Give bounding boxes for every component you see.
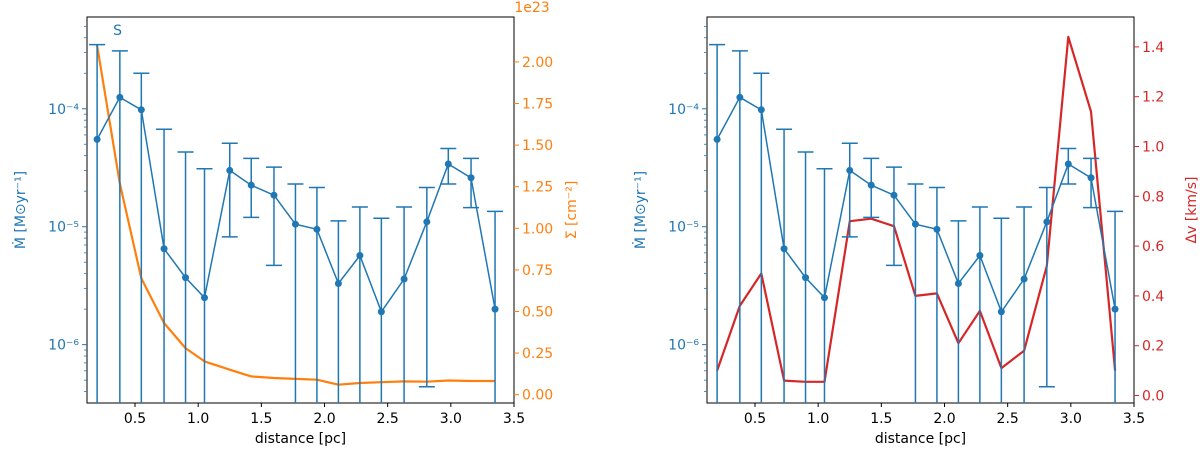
data-point xyxy=(1064,160,1072,168)
right-tick-label: 1.75 xyxy=(522,97,553,113)
data-point xyxy=(160,245,168,253)
data-point xyxy=(291,220,299,228)
right-panel: 0.5 1.0 1.5 2.0 2.5 3.0 3.5 distance [pc] 10⁻⁴ 10… xyxy=(631,16,1200,447)
x-tick-label: 2.0 xyxy=(313,411,335,427)
right-tick-label: 0.8 xyxy=(1142,189,1164,205)
x-tick-label: 3.0 xyxy=(1060,411,1082,427)
right-tick-label: 0.0 xyxy=(1142,389,1164,405)
x-tick-label: 1.5 xyxy=(250,411,272,427)
data-point xyxy=(377,308,385,316)
data-point xyxy=(137,106,145,114)
right-tick-label: 1.25 xyxy=(522,180,553,196)
right-tick-label: 1.2 xyxy=(1142,90,1164,106)
right-tick-label: 0.00 xyxy=(522,388,553,404)
left-tick-label: 10⁻⁴ xyxy=(668,102,699,118)
data-point xyxy=(400,275,408,283)
x-axis-label: distance [pc] xyxy=(255,431,346,447)
data-point xyxy=(976,251,984,259)
left-axis-label: Ṁ [M⊙yr⁻¹] xyxy=(11,171,29,249)
right-tick-label: 0.4 xyxy=(1142,289,1164,305)
data-point xyxy=(911,220,919,228)
left-tick-label: 10⁻⁶ xyxy=(48,338,79,354)
data-point xyxy=(200,294,208,302)
left-tick-label: 10⁻⁵ xyxy=(668,220,699,236)
left-panel: 0.5 1.0 1.5 2.0 2.5 3.0 3.5 distance [pc] 10⁻⁴ 10… xyxy=(11,0,580,447)
x-tick-label: 2.0 xyxy=(933,411,955,427)
right-tick-label: 1.00 xyxy=(522,221,553,237)
data-point xyxy=(802,274,810,282)
data-point xyxy=(334,279,342,287)
x-tick-label: 0.5 xyxy=(124,411,146,427)
right-tick-label: 0.25 xyxy=(522,346,553,362)
data-point xyxy=(757,106,765,114)
data-point xyxy=(313,225,321,233)
data-point xyxy=(954,279,962,287)
data-point xyxy=(867,181,875,189)
data-point xyxy=(93,135,101,143)
x-tick-label: 1.5 xyxy=(870,411,892,427)
data-point xyxy=(1043,218,1051,226)
x-tick-label: 2.5 xyxy=(997,411,1019,427)
right-axis-label: Δv [km/s] xyxy=(1184,177,1200,244)
right-tick-label: 0.2 xyxy=(1142,339,1164,355)
data-point xyxy=(226,166,234,174)
left-tick-label: 10⁻⁶ xyxy=(668,338,699,354)
data-point xyxy=(780,245,788,253)
data-point xyxy=(116,93,124,101)
data-point xyxy=(820,294,828,302)
data-point xyxy=(736,93,744,101)
right-tick-label: 0.75 xyxy=(522,263,553,279)
data-point xyxy=(1087,174,1095,182)
right-tick-label: 0.6 xyxy=(1142,239,1164,255)
x-tick-label: 3.5 xyxy=(1123,411,1145,427)
right-tick-label: 0.50 xyxy=(522,304,553,320)
data-point xyxy=(182,274,190,282)
right-offset-text: 1e23 xyxy=(514,0,549,16)
data-point xyxy=(1020,275,1028,283)
annotation-label: S xyxy=(113,23,122,39)
x-tick-label: 1.0 xyxy=(187,411,209,427)
x-tick-label: 3.5 xyxy=(503,411,525,427)
data-point xyxy=(270,191,278,199)
left-axis-label: Ṁ [M⊙yr⁻¹] xyxy=(631,171,649,249)
left-tick-label: 10⁻⁴ xyxy=(48,102,79,118)
x-tick-label: 1.0 xyxy=(807,411,829,427)
data-point xyxy=(890,191,898,199)
x-tick-label: 3.0 xyxy=(440,411,462,427)
data-point xyxy=(423,218,431,226)
data-point xyxy=(1111,305,1119,313)
data-point xyxy=(467,174,475,182)
data-point xyxy=(356,251,364,259)
right-tick-label: 2.00 xyxy=(522,55,553,71)
plot-frame xyxy=(86,16,515,404)
data-point xyxy=(444,160,452,168)
right-tick-label: 1.0 xyxy=(1142,139,1164,155)
x-tick-label: 0.5 xyxy=(744,411,766,427)
x-axis-label: distance [pc] xyxy=(875,431,966,447)
data-point xyxy=(491,305,499,313)
data-point xyxy=(846,166,854,174)
data-point xyxy=(933,225,941,233)
left-tick-label: 10⁻⁵ xyxy=(48,220,79,236)
plot-frame xyxy=(706,16,1135,404)
data-point xyxy=(997,308,1005,316)
right-tick-label: 1.4 xyxy=(1142,40,1164,56)
data-point xyxy=(247,181,255,189)
right-axis-label: Σ [cm⁻²] xyxy=(564,181,580,240)
x-tick-label: 2.5 xyxy=(377,411,399,427)
right-tick-label: 1.50 xyxy=(522,138,553,154)
data-point xyxy=(713,135,721,143)
